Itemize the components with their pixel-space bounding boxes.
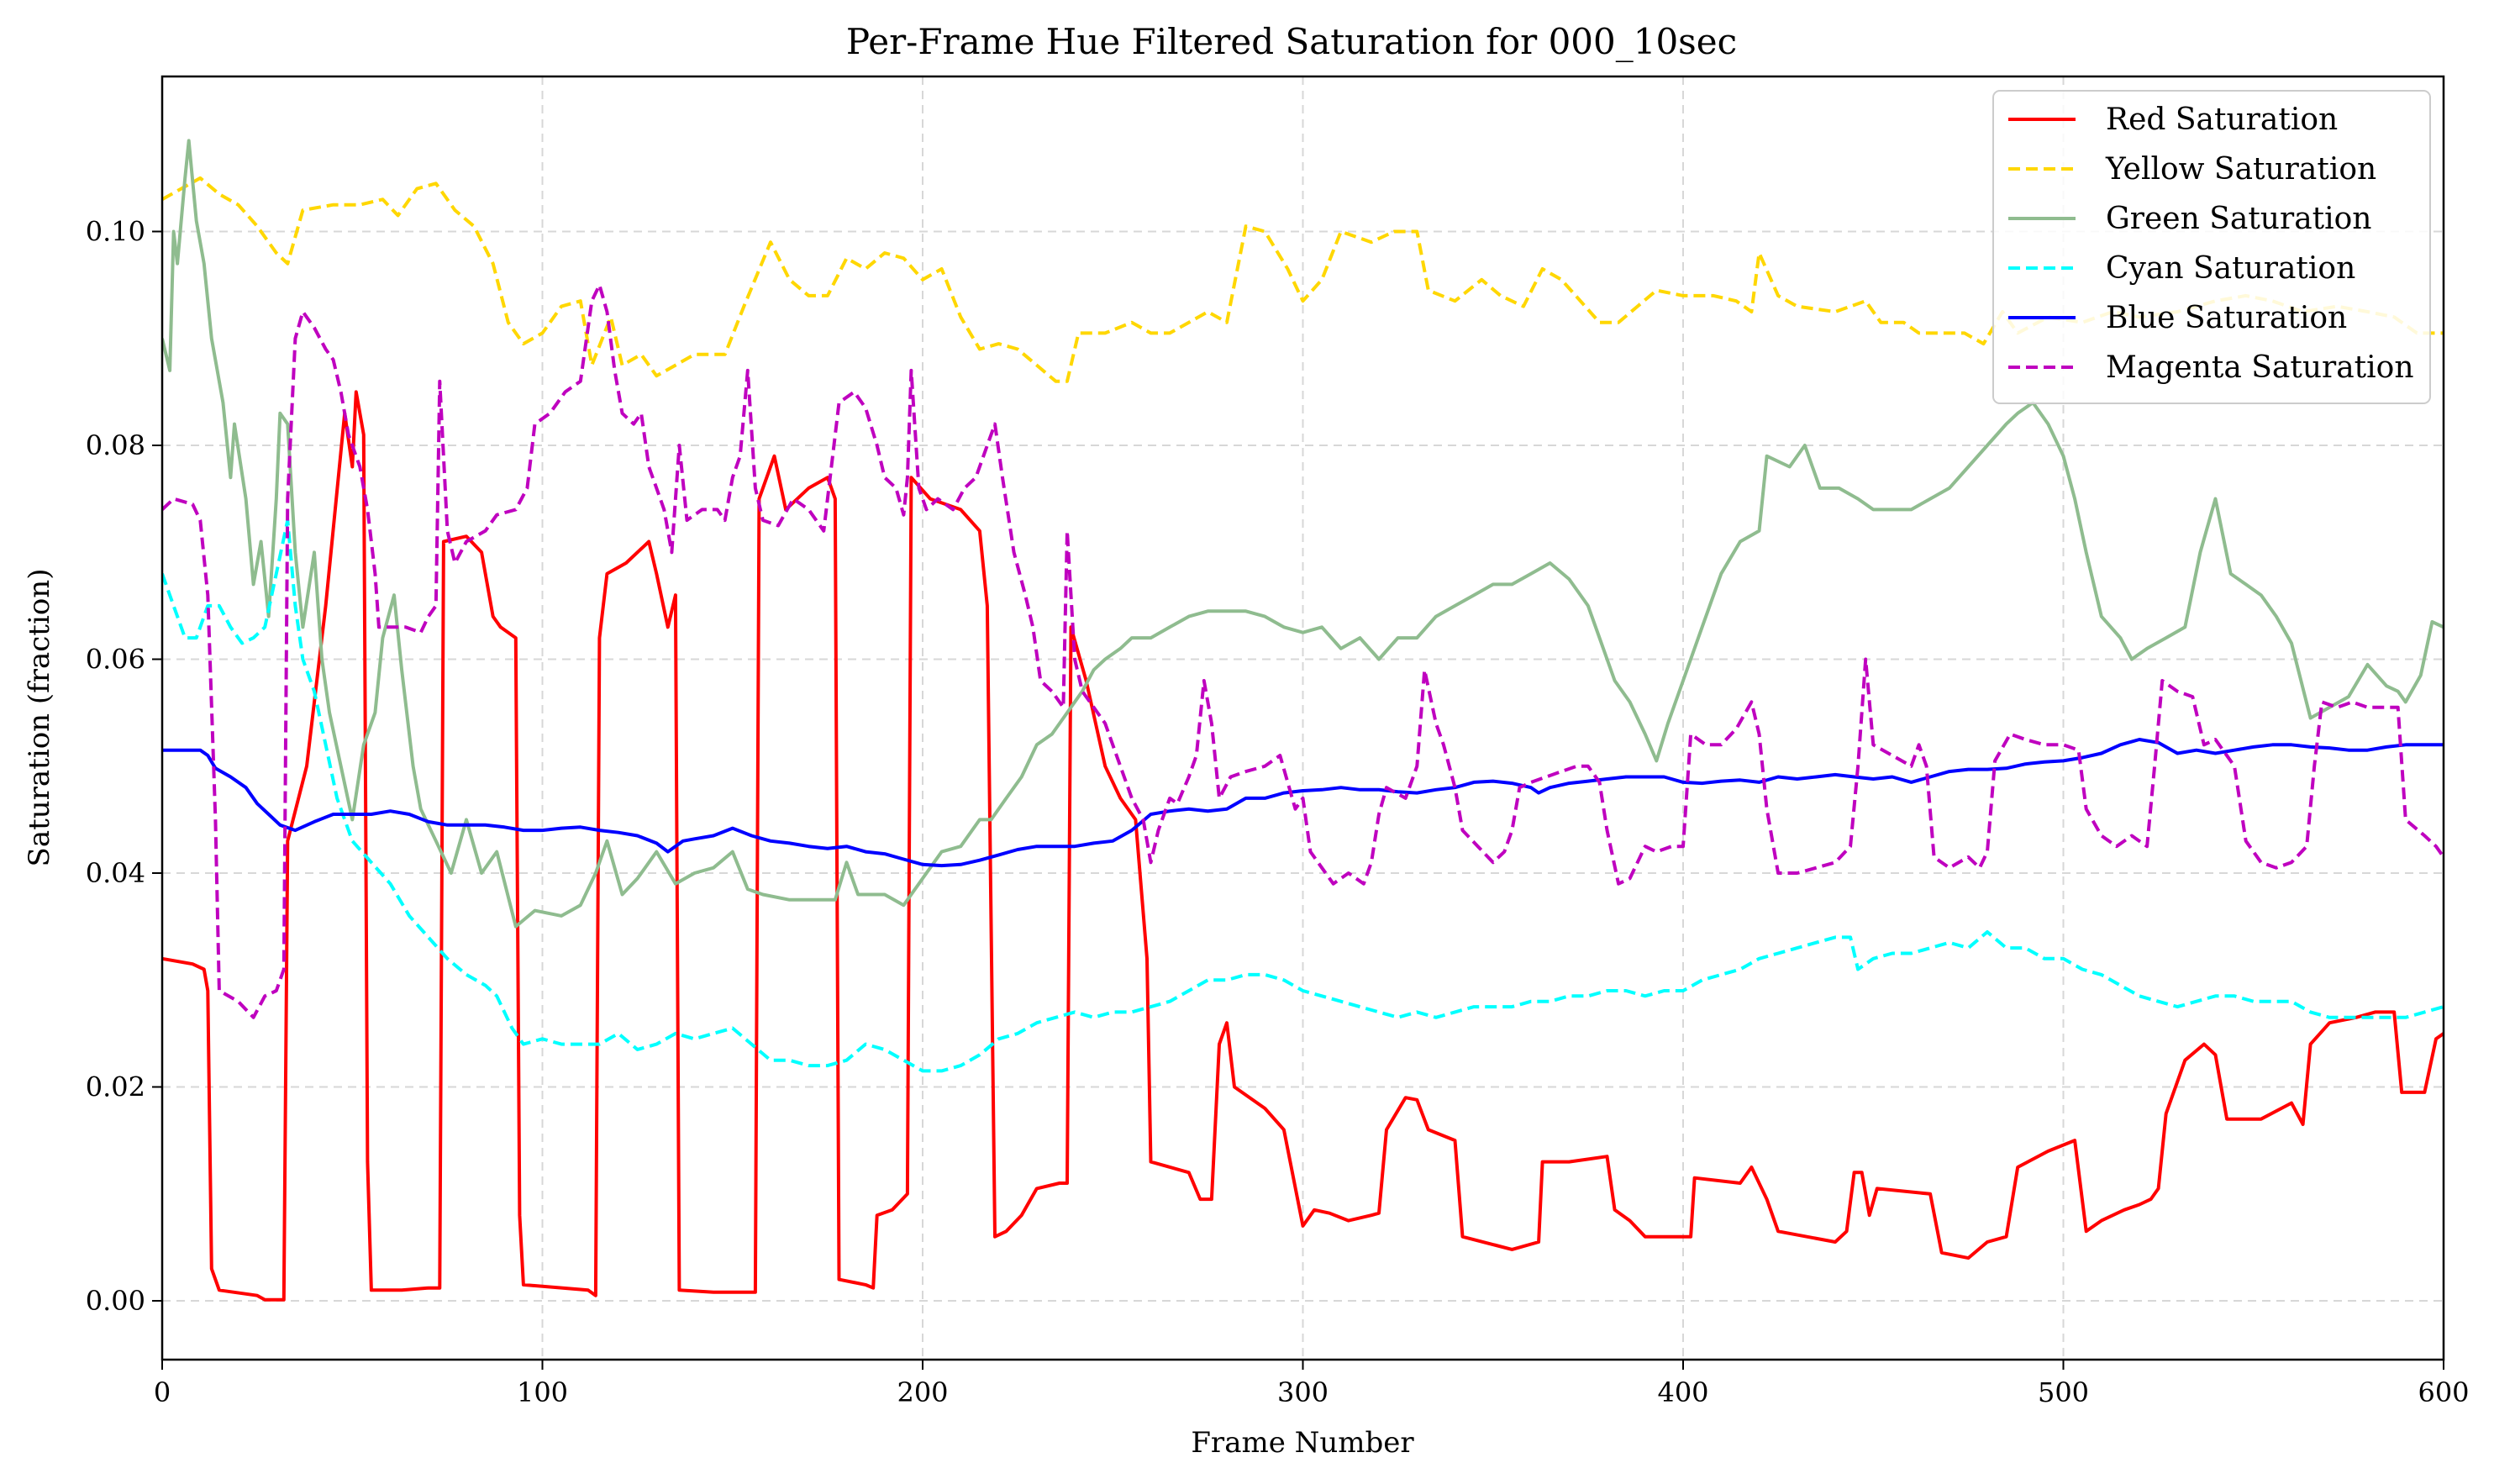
y-tick-label: 0.02: [86, 1071, 145, 1103]
legend-entries: Red Saturation Yellow Saturation Green Sat…: [2008, 103, 2414, 385]
y-tick-label: 0.06: [86, 644, 145, 676]
series-line-red-saturation: [162, 390, 2444, 1302]
x-tick-label: 400: [1657, 1376, 1708, 1408]
chart-title: Per-Frame Hue Filtered Saturation for 00…: [846, 21, 1737, 62]
series-line-green-saturation: [162, 139, 2444, 929]
legend-label-magenta-saturation: Magenta Saturation: [2106, 350, 2414, 385]
y-tick-label: 0.04: [86, 857, 145, 889]
legend: Red Saturation Yellow Saturation Green Sat…: [1992, 90, 2431, 404]
y-tick-label: 0.10: [86, 216, 145, 248]
x-tick-label: 300: [1277, 1376, 1329, 1408]
series-line-yellow-saturation: [162, 176, 2444, 383]
legend-label-blue-saturation: Blue Saturation: [2106, 301, 2347, 335]
series-line-cyan-saturation: [162, 518, 2444, 1073]
legend-label-red-saturation: Red Saturation: [2106, 103, 2338, 137]
series-line-magenta-saturation: [162, 283, 2444, 1019]
x-tick-label: 600: [2418, 1376, 2469, 1408]
legend-label-yellow-saturation: Yellow Saturation: [2105, 152, 2376, 187]
x-tick-label: 200: [897, 1376, 948, 1408]
series-line-blue-saturation: [162, 738, 2444, 868]
legend-label-green-saturation: Green Saturation: [2106, 202, 2372, 236]
y-axis-label: Saturation (fraction): [23, 569, 56, 867]
legend-box: [1992, 90, 2431, 404]
x-axis-label: Frame Number: [1191, 1426, 1414, 1460]
y-tick-label: 0.00: [86, 1285, 145, 1317]
y-tick-label: 0.08: [86, 429, 145, 461]
legend-label-cyan-saturation: Cyan Saturation: [2106, 251, 2355, 286]
series-layer: [162, 139, 2444, 1302]
x-tick-label: 500: [2038, 1376, 2089, 1408]
x-tick-label: 0: [154, 1376, 171, 1408]
tick-layer: 0 100 200 300 400 500 600 0.00 0.02 0.04 0.06 0.08 0…: [86, 216, 2470, 1408]
x-tick-label: 100: [517, 1376, 568, 1408]
